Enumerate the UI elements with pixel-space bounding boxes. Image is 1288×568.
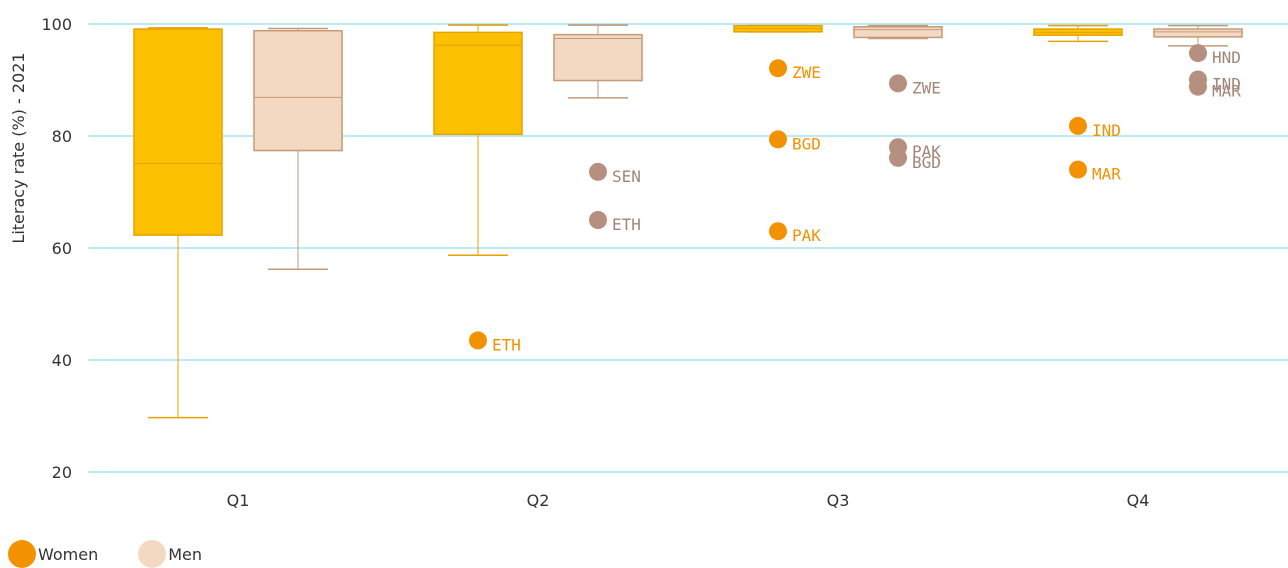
y-tick-label: 20 [52,463,72,482]
legend-label-men: Men [168,544,203,564]
outlier-point [589,162,607,181]
box-iqr [853,26,943,39]
box-men-q1 [253,27,343,271]
outlier-label: HND [1212,48,1241,67]
outlier-point [589,211,607,229]
box-iqr [1153,28,1243,38]
outlier-label: ZWE [912,78,941,97]
outlier-point [1189,77,1207,96]
outlier-point [769,130,787,149]
box-men-q4 [1153,24,1243,47]
legend-swatch-women [8,540,36,568]
box-women-q1 [133,27,223,419]
y-axis-ticks: 20 40 60 80 100 [41,15,72,482]
outlier-label: MAR [1092,165,1121,184]
box-women-q4 [1033,24,1123,43]
outlier-label: PAK [792,226,821,245]
outlier-label: IND [1092,121,1121,140]
box-women-q3 [733,24,823,33]
y-axis-title: Literacy rate (%) - 2021 [9,52,28,243]
box-iqr [253,29,343,152]
outlier-point [769,222,787,241]
box-plot-chart: 20 40 60 80 100 Literacy rate (%) - 2021 ETH… [9,15,1288,510]
outlier-label: ZWE [792,63,821,82]
box-men-q2 [553,24,643,99]
outlier-point [769,59,787,78]
outlier-point [1069,116,1087,135]
legend-swatch-men [138,540,167,568]
x-axis-ticks: Q1 Q2 Q3 Q4 [227,491,1150,510]
x-tick-label: Q3 [827,491,850,510]
legend-item-women[interactable]: Women [8,540,98,568]
outlier-label: ETH [612,215,641,234]
y-tick-label: 40 [52,351,72,370]
outlier-label: ETH [492,335,521,354]
legend-item-men[interactable]: Men [138,540,202,568]
boxes [133,24,1243,419]
box-iqr [433,31,523,136]
outlier-label: MAR [1212,82,1241,101]
outlier-point [889,74,907,93]
outlier-point [469,331,487,350]
outlier-label: BGD [912,153,941,172]
outlier-point [1069,160,1087,179]
legend: Women Men [8,540,242,568]
box-men-q3 [853,24,943,40]
legend-label-women: Women [38,544,99,564]
x-tick-label: Q1 [227,491,250,510]
box-iqr [133,28,223,236]
outlier-point [1189,44,1207,63]
box-women-q2 [433,24,523,257]
x-tick-label: Q4 [1127,491,1150,510]
outlier-label: BGD [792,134,821,153]
outliers: ETHZWEBGDPAKINDMARSENETHZWEPAKBGDHNDINDM… [469,44,1241,354]
y-tick-label: 80 [52,127,72,146]
y-tick-label: 100 [41,15,72,34]
x-tick-label: Q2 [527,491,550,510]
outlier-label: IND [1212,74,1241,93]
outlier-label: PAK [912,142,941,161]
outlier-label: SEN [612,167,641,186]
box-iqr [553,33,643,82]
outlier-point [889,148,907,167]
y-tick-label: 60 [52,239,72,258]
